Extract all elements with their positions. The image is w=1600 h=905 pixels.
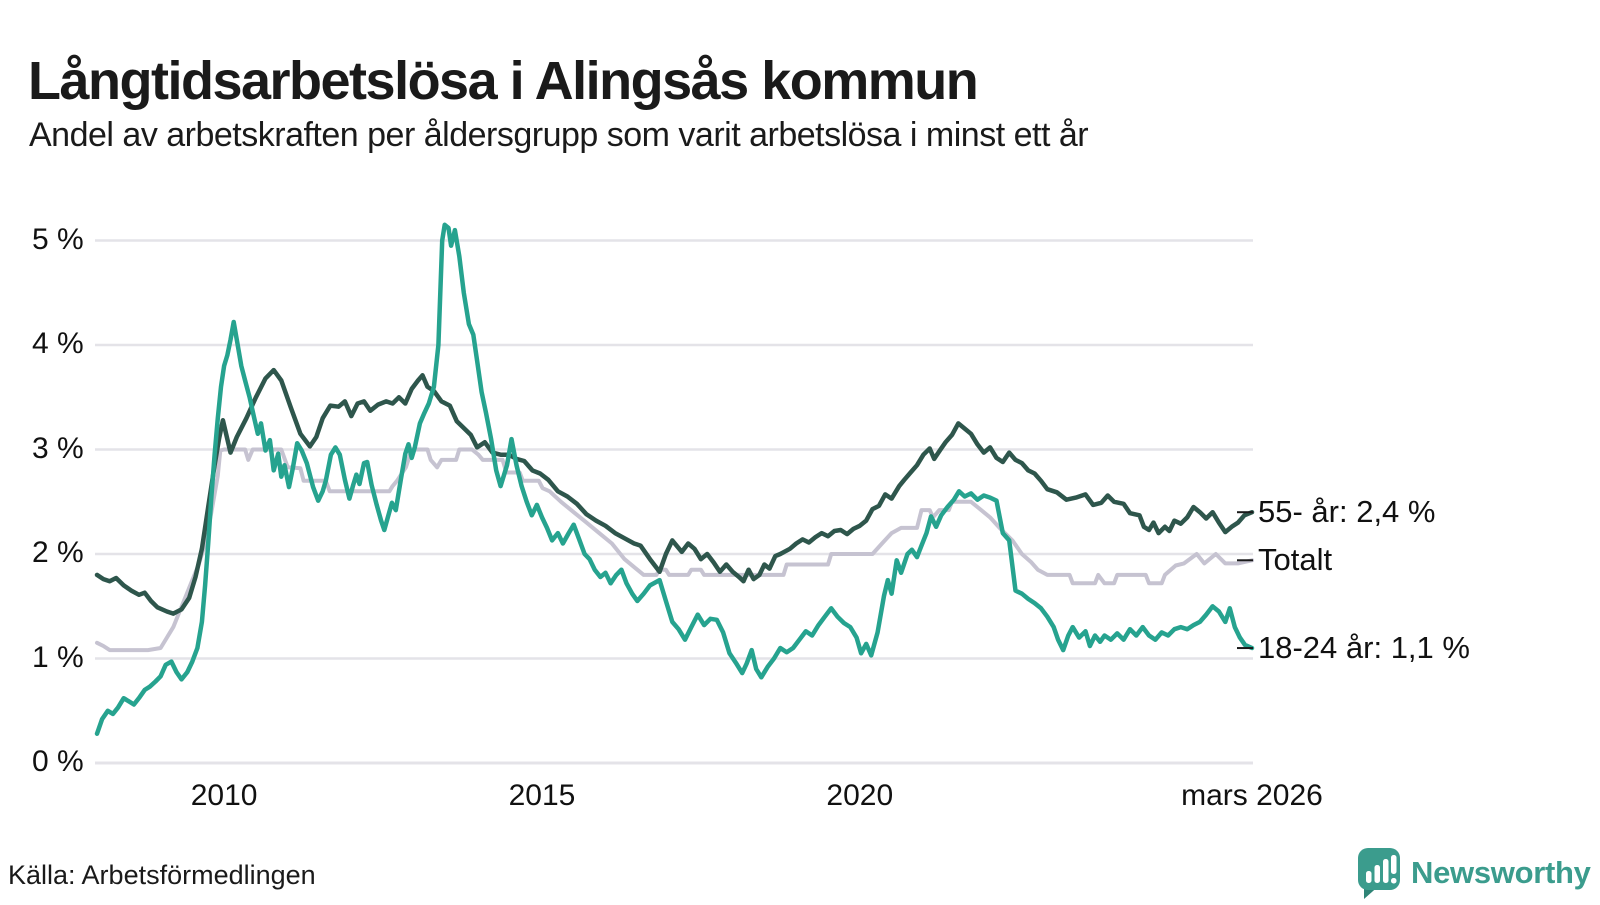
x-axis-label-mars-2026: mars 2026 — [1181, 779, 1323, 812]
newsworthy-logo-text: Newsworthy — [1411, 855, 1591, 890]
x-axis-label-2020: 2020 — [826, 779, 894, 812]
page-title: Långtidsarbetslösa i Alingsås kommun — [28, 51, 979, 112]
y-axis-label-3pct: 3 % — [32, 431, 84, 465]
y-axis-label-5pct: 5 % — [32, 222, 84, 256]
series-annotation-totalt: Totalt — [1258, 542, 1333, 578]
y-axis-label-0pct: 0 % — [32, 745, 84, 778]
x-axis-label-2015: 2015 — [508, 779, 576, 812]
series-line-totalt — [95, 447, 1254, 653]
x-axis-label-2010: 2010 — [190, 779, 258, 812]
y-axis-label-1pct: 1 % — [32, 640, 84, 674]
series-annotation-1824: 18-24 år: 1,1 % — [1258, 630, 1470, 666]
source-note: Källa: Arbetsförmedlingen — [8, 860, 316, 890]
page-subtitle: Andel av arbetskraften per åldersgrupp s… — [29, 116, 1089, 154]
y-axis-label-4pct: 4 % — [32, 327, 84, 360]
series-annotation-55plus: 55- år: 2,4 % — [1258, 494, 1436, 530]
newsworthy-logo-icon — [1356, 846, 1402, 900]
series-line-55plus — [94, 367, 1255, 616]
y-axis-label-2pct: 2 % — [32, 536, 84, 569]
newsworthy-logo: Newsworthy — [1356, 846, 1591, 900]
series-line-1824 — [94, 222, 1255, 736]
